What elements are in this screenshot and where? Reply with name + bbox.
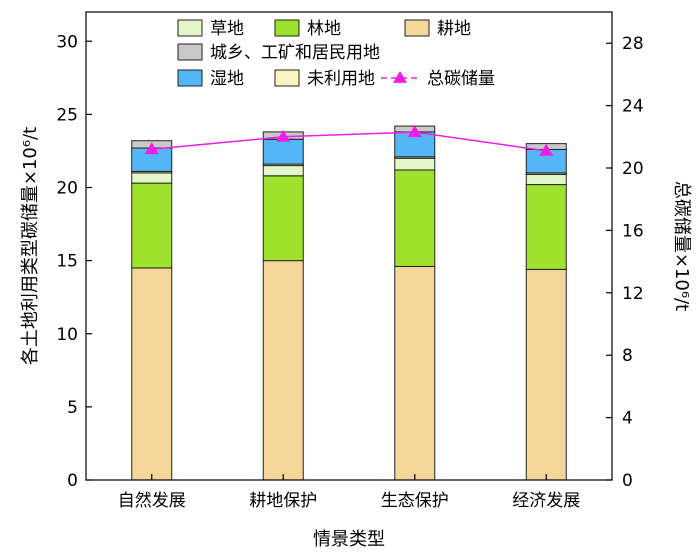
legend-label-1: 草地: [210, 19, 244, 39]
plot-frame: [85, 11, 613, 481]
left-tick-label-1: 0: [67, 471, 78, 491]
bar-segment-2-3: [262, 165, 304, 177]
bar-segment-4-2: [525, 184, 567, 270]
right-tick-label-6: 20: [622, 159, 644, 179]
right-tick-label-7: 24: [622, 97, 644, 117]
legend-swatch-6: [274, 69, 300, 87]
total-carbon-line-group: [144, 125, 554, 156]
bar-segment-1-1: [131, 267, 173, 481]
total-carbon-line: [151, 131, 547, 152]
x-tick-label-3: 生态保护: [381, 491, 449, 511]
left-tick-label-4: 15: [56, 252, 78, 272]
right-tick-label-8: 28: [622, 34, 644, 54]
legend-swatch-5: [177, 69, 203, 87]
legend-swatch-1: [177, 19, 203, 37]
bar-segment-2-2: [262, 175, 304, 262]
x-tick-label-4: 经济发展: [512, 491, 580, 511]
legend-label-7: 总碳储量: [427, 69, 495, 89]
total-carbon-point-3: [407, 125, 422, 138]
left-tick-label-3: 10: [56, 325, 78, 345]
legend-label-6: 未利用地: [307, 69, 375, 89]
x-tick-label-1: 自然发展: [118, 491, 186, 511]
right-tick-label-4: 12: [622, 284, 644, 304]
right-tick-label-2: 4: [622, 409, 633, 429]
right-tick-label-1: 0: [622, 471, 633, 491]
right-tick-label-5: 16: [622, 221, 644, 241]
axes-group: 0 5 10 15 20 25 30 0 4 8 12 16 20 24 28 自然发展 耕地保护 生态保护 经济发…: [20, 11, 692, 550]
legend-label-4: 城乡、工矿和居民用地: [210, 43, 380, 63]
right-tick-label-3: 8: [622, 346, 633, 366]
bar-segment-1-3: [131, 172, 173, 184]
left-tick-label-7: 30: [56, 32, 78, 52]
legend-label-2: 林地: [307, 19, 341, 39]
legend-triangle-icon: [393, 71, 407, 83]
legend-label-5: 湿地: [210, 69, 244, 89]
left-tick-label-2: 5: [67, 398, 78, 418]
left-tick-label-5: 20: [56, 179, 78, 199]
bar-segment-3-1: [394, 265, 436, 481]
legend-swatch-2: [274, 19, 300, 37]
right-axis-title: 总碳储量×10⁶/t: [671, 181, 692, 311]
legend-swatch-3: [404, 19, 430, 37]
total-carbon-point-4: [539, 143, 554, 156]
x-tick-label-2: 耕地保护: [249, 491, 317, 511]
total-carbon-point-2: [276, 129, 291, 142]
legend-label-3: 耕地: [437, 19, 471, 39]
bar-segment-3-2: [394, 169, 436, 267]
bar-segment-2-1: [262, 260, 304, 481]
bars-group: [131, 125, 567, 481]
bar-segment-4-3: [525, 173, 567, 186]
x-axis-title: 情景类型: [313, 529, 385, 550]
bar-segment-1-2: [131, 182, 173, 269]
bar-segment-4-1: [525, 268, 567, 481]
left-axis-title: 各土地利用类型碳储量×10⁶/t: [20, 127, 41, 365]
total-carbon-point-1: [144, 142, 159, 155]
legend-swatch-4: [177, 43, 203, 61]
bar-segment-2-5: [262, 138, 304, 165]
left-tick-label-6: 25: [56, 105, 78, 125]
bar-segment-3-3: [394, 157, 436, 171]
